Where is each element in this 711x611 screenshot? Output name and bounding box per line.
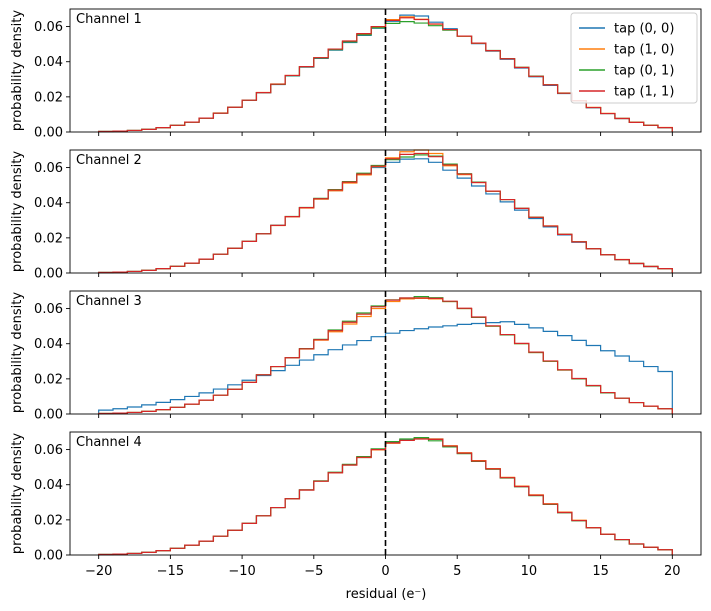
legend-label: tap (0, 0) xyxy=(614,22,674,37)
y-axis-label: probability density xyxy=(10,292,25,413)
y-tick-label: 0.02 xyxy=(34,513,63,528)
y-tick-label: 0.00 xyxy=(34,267,63,282)
y-axis-label: probability density xyxy=(10,10,25,131)
y-axis-label: probability density xyxy=(10,433,25,554)
x-tick-label: −5 xyxy=(304,564,323,579)
legend-label: tap (0, 1) xyxy=(614,64,674,79)
y-tick-label: 0.04 xyxy=(34,337,63,352)
x-tick-label: −15 xyxy=(157,564,184,579)
y-tick-label: 0.02 xyxy=(34,90,63,105)
x-tick-label: −10 xyxy=(228,564,255,579)
y-tick-label: 0.06 xyxy=(34,161,63,176)
panel-4: 0.00 0.02 0.04 0.06 −20 −15 −10 −5 0 5 10 15 20 Chann… xyxy=(10,431,702,579)
x-tick-label: 15 xyxy=(592,564,609,579)
panel-title: Channel 2 xyxy=(76,153,142,168)
y-tick-label: 0.04 xyxy=(34,196,63,211)
legend: tap (0, 0) tap (1, 0) tap (0, 1) tap (1, 1) xyxy=(570,12,698,104)
y-axis-label: probability density xyxy=(10,151,25,272)
panel-1: 0.00 0.02 0.04 0.06 Channel 1 probability den… xyxy=(10,8,702,141)
y-tick-label: 0.04 xyxy=(34,55,63,70)
x-tick-label: −20 xyxy=(85,564,112,579)
panel-title: Channel 1 xyxy=(76,12,142,27)
x-tick-label: 5 xyxy=(453,564,461,579)
legend-label: tap (1, 0) xyxy=(614,43,674,58)
x-tick-label: 0 xyxy=(381,564,389,579)
y-tick-label: 0.06 xyxy=(34,443,63,458)
panel-title: Channel 3 xyxy=(76,294,142,309)
legend-label: tap (1, 1) xyxy=(614,85,674,100)
panels-group: 0.00 0.02 0.04 0.06 Channel 1 probability den… xyxy=(10,8,702,579)
y-tick-label: 0.04 xyxy=(34,478,63,493)
x-axis-label: residual (e⁻) xyxy=(346,587,427,602)
y-tick-label: 0.02 xyxy=(34,231,63,246)
y-tick-label: 0.00 xyxy=(34,126,63,141)
y-tick-label: 0.00 xyxy=(34,549,63,564)
y-tick-label: 0.06 xyxy=(34,302,63,317)
y-tick-label: 0.00 xyxy=(34,408,63,423)
series-line-ch3-0 xyxy=(98,321,673,414)
panel-3: 0.00 0.02 0.04 0.06 Channel 3 probability den… xyxy=(10,290,702,423)
x-tick-label: 20 xyxy=(664,564,681,579)
panel-title: Channel 4 xyxy=(76,435,142,450)
series-line-ch3-3 xyxy=(98,297,673,415)
x-tick-label: 10 xyxy=(521,564,538,579)
y-tick-label: 0.02 xyxy=(34,372,63,387)
panel-2: 0.00 0.02 0.04 0.06 Channel 2 probability den… xyxy=(10,149,702,282)
y-tick-label: 0.06 xyxy=(34,20,63,35)
legend-box xyxy=(570,12,698,104)
